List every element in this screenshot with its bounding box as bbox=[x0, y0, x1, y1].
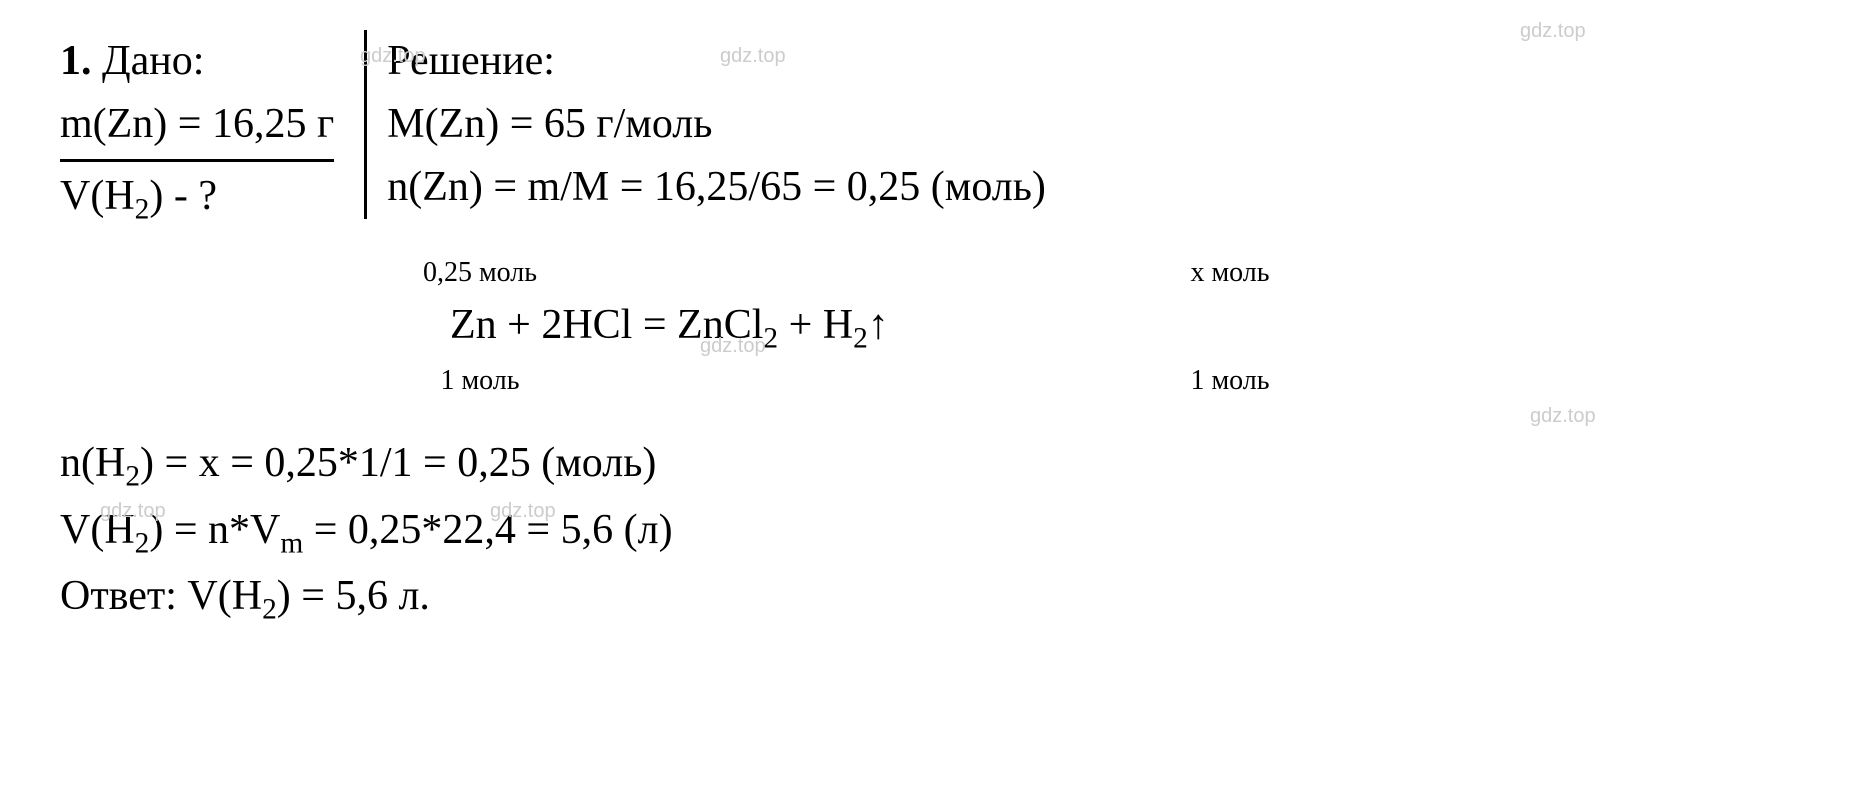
answer-line: Ответ: V(H2) = 5,6 л. bbox=[60, 565, 1797, 632]
moles-h2-post: ) = x = 0,25*1/1 = 0,25 (моль) bbox=[140, 440, 656, 486]
answer-sub: 2 bbox=[262, 593, 277, 625]
eq-plus: + H bbox=[778, 302, 853, 348]
molar-mass: M(Zn) = 65 г/моль bbox=[387, 93, 1797, 156]
bottom-section: n(H2) = x = 0,25*1/1 = 0,25 (моль) V(H2)… bbox=[60, 432, 1797, 632]
equation-section: 0,25 моль x моль Zn + 2HCl = ZnCl2 + H2↑… bbox=[420, 252, 1797, 403]
equation-top-annotations: 0,25 моль x моль bbox=[420, 252, 1797, 294]
ann-bot-right: 1 моль bbox=[1170, 360, 1290, 402]
problem-number: 1. bbox=[60, 38, 92, 84]
ann-top-right: x моль bbox=[1170, 252, 1290, 294]
moles-h2-sub: 2 bbox=[125, 460, 140, 492]
moles-h2-line: n(H2) = x = 0,25*1/1 = 0,25 (моль) bbox=[60, 432, 1797, 499]
vol-h2-post: ) = n*V bbox=[149, 507, 280, 553]
vol-h2-sub: 2 bbox=[135, 527, 150, 559]
answer-pre: Ответ: V(H bbox=[60, 573, 262, 619]
answer-post: ) = 5,6 л. bbox=[277, 573, 430, 619]
eq-part1: Zn + 2HCl = ZnCl bbox=[450, 302, 763, 348]
ann-top-left: 0,25 моль bbox=[420, 252, 540, 294]
given-label: Дано: bbox=[102, 38, 204, 84]
given-column: 1. Дано: m(Zn) = 16,25 г V(H2) - ? bbox=[60, 30, 364, 232]
vol-h2-end: = 0,25*22,4 = 5,6 (л) bbox=[303, 507, 672, 553]
find-end: ) - ? bbox=[149, 173, 217, 219]
equation-main: Zn + 2HCl = ZnCl2 + H2↑ bbox=[420, 294, 1797, 361]
equation-bottom-annotations: 1 моль 1 моль bbox=[420, 360, 1797, 402]
problem-number-line: 1. Дано: bbox=[60, 30, 334, 93]
moles-zn: n(Zn) = m/M = 16,25/65 = 0,25 (моль) bbox=[387, 156, 1797, 219]
solution-label: Решение: bbox=[387, 30, 1797, 93]
vol-h2-pre: V(H bbox=[60, 507, 135, 553]
find-sub: 2 bbox=[135, 193, 150, 225]
vol-h2-sub2: m bbox=[280, 527, 303, 559]
moles-h2-pre: n(H bbox=[60, 440, 125, 486]
mass-zn: m(Zn) = 16,25 г bbox=[60, 93, 334, 162]
eq-sub1: 2 bbox=[763, 322, 778, 354]
eq-text: Zn + 2HCl = ZnCl2 + H2↑ bbox=[450, 294, 889, 361]
find-line: V(H2) - ? bbox=[60, 165, 334, 232]
solution-column: Решение: M(Zn) = 65 г/моль n(Zn) = m/M =… bbox=[364, 30, 1797, 219]
ann-bot-left: 1 моль bbox=[420, 360, 540, 402]
arrow-icon: ↑ bbox=[868, 294, 889, 357]
eq-sub2: 2 bbox=[853, 322, 868, 354]
vol-h2-line: V(H2) = n*Vm = 0,25*22,4 = 5,6 (л) bbox=[60, 499, 1797, 566]
find-pre: V(H bbox=[60, 173, 135, 219]
